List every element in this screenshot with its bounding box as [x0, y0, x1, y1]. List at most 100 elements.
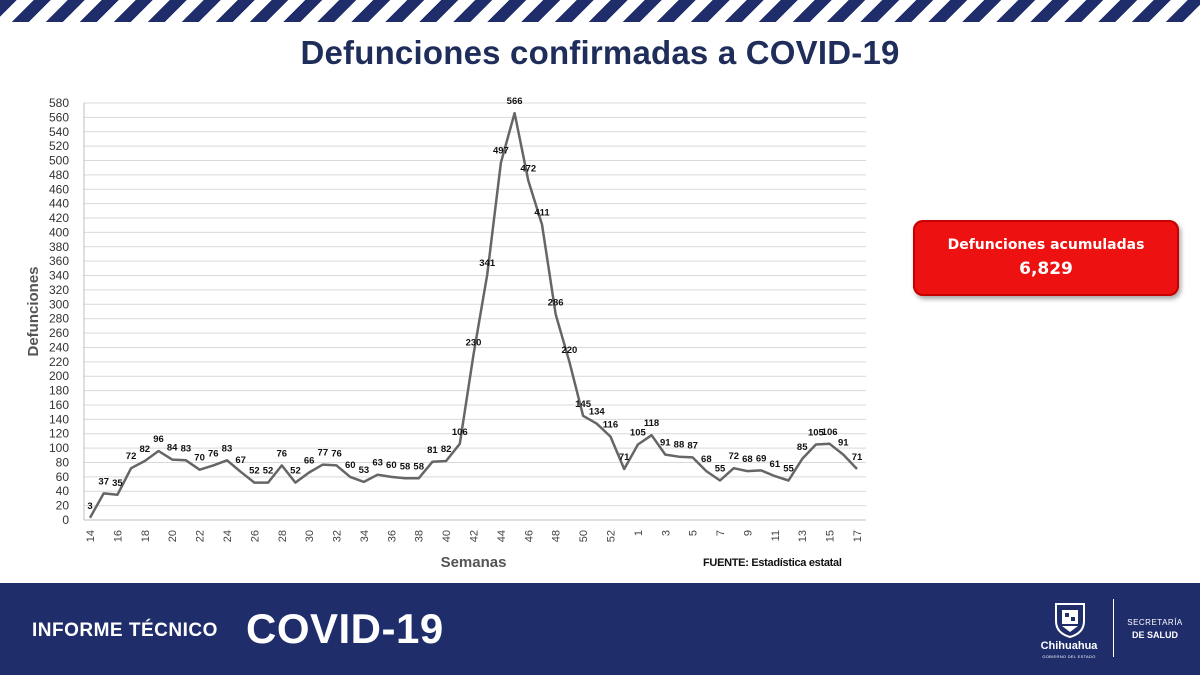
data-label: 341: [479, 258, 496, 269]
data-label: 96: [153, 434, 164, 445]
data-label: 63: [372, 458, 383, 469]
y-tick-label: 540: [49, 125, 69, 139]
y-tick-label: 460: [49, 182, 69, 196]
data-label: 118: [644, 418, 659, 429]
data-label: 60: [345, 460, 356, 471]
x-tick-label: 22: [195, 530, 207, 542]
deaths-line-chart: 0204060801001201401601802002202402602803…: [25, 96, 866, 571]
data-label: 91: [660, 438, 671, 449]
y-tick-label: 360: [49, 254, 69, 268]
data-label: 66: [304, 456, 315, 467]
y-tick-label: 0: [62, 513, 69, 527]
data-label: 106: [452, 427, 468, 438]
y-tick-label: 560: [49, 110, 69, 124]
data-label: 68: [701, 454, 712, 465]
y-tick-label: 340: [49, 269, 69, 283]
data-label: 52: [249, 466, 260, 477]
y-tick-label: 580: [49, 96, 69, 110]
cumulative-deaths-label: Defunciones acumuladas: [947, 237, 1145, 253]
y-tick-label: 20: [56, 499, 70, 513]
y-tick-label: 280: [49, 312, 69, 326]
data-label: 58: [400, 461, 411, 472]
health-ministry-logo: SECRETARÍA DE SALUD: [1124, 617, 1186, 641]
y-tick-label: 520: [49, 139, 69, 153]
data-label: 84: [167, 443, 178, 454]
data-label: 497: [493, 146, 509, 157]
data-label: 76: [276, 448, 287, 459]
state-name: Chihuahua: [1040, 640, 1098, 652]
y-tick-label: 60: [56, 470, 70, 484]
data-label: 116: [603, 420, 618, 431]
x-axis-title: Semanas: [441, 554, 507, 571]
data-label: 134: [589, 407, 606, 418]
data-label: 76: [331, 448, 342, 459]
x-tick-label: 7: [715, 530, 727, 536]
y-tick-label: 200: [49, 369, 69, 383]
x-tick-label: 46: [523, 530, 535, 542]
data-label: 67: [235, 455, 246, 466]
y-tick-label: 100: [49, 441, 69, 455]
y-tick-label: 80: [56, 455, 70, 469]
x-tick-label: 36: [386, 530, 398, 542]
data-label: 71: [852, 452, 863, 463]
data-label: 58: [413, 461, 424, 472]
data-label: 105: [630, 428, 647, 439]
data-label: 106: [822, 427, 838, 438]
page-title: Defunciones confirmadas a COVID-19: [300, 34, 900, 71]
x-tick-label: 28: [277, 530, 289, 542]
footer-divider: [1113, 599, 1114, 657]
y-tick-label: 260: [49, 326, 69, 340]
footer-report-topic: COVID-19: [246, 605, 444, 652]
x-tick-label: 16: [112, 530, 124, 542]
data-label: 472: [520, 164, 536, 175]
data-label: 230: [466, 338, 482, 349]
ministry-line-2: DE SALUD: [1131, 630, 1178, 640]
y-tick-label: 500: [49, 154, 69, 168]
y-tick-label: 480: [49, 168, 69, 182]
data-label: 60: [386, 460, 397, 471]
deaths-series-line: [88, 111, 858, 519]
y-tick-label: 160: [49, 398, 69, 412]
data-label: 83: [222, 443, 233, 454]
x-tick-label: 13: [797, 530, 809, 542]
x-tick-label: 30: [304, 530, 316, 542]
data-label: 61: [770, 459, 781, 470]
y-axis-title: Defunciones: [25, 266, 42, 356]
y-tick-label: 440: [49, 197, 69, 211]
footer-report-label: INFORME TÉCNICO: [32, 620, 218, 641]
x-tick-label: 3: [660, 530, 672, 536]
data-label: 88: [674, 440, 685, 451]
x-tick-label: 20: [167, 530, 179, 542]
y-tick-label: 300: [49, 297, 69, 311]
data-label: 87: [687, 440, 698, 451]
x-tick-label: 32: [332, 530, 344, 542]
data-label: 52: [290, 466, 301, 477]
x-tick-label: 5: [688, 530, 700, 536]
data-label: 411: [534, 208, 550, 219]
x-tick-label: 15: [825, 530, 837, 542]
data-label: 72: [728, 451, 739, 462]
x-tick-label: 14: [85, 530, 97, 542]
y-tick-label: 320: [49, 283, 69, 297]
data-label: 68: [742, 454, 753, 465]
x-tick-label: 40: [441, 530, 453, 542]
x-tick-label: 38: [414, 530, 426, 542]
x-tick-label: 52: [605, 530, 617, 542]
data-label: 85: [797, 442, 808, 453]
data-label: 566: [507, 96, 523, 107]
x-tick-label: 50: [578, 530, 590, 542]
x-tick-label: 42: [469, 530, 481, 542]
y-tick-label: 240: [49, 340, 69, 354]
ministry-line-1: SECRETARÍA: [1127, 618, 1183, 627]
source-note: FUENTE: Estadística estatal: [703, 557, 842, 569]
data-label: 71: [619, 452, 630, 463]
y-tick-label: 140: [49, 412, 69, 426]
x-tick-label: 18: [140, 530, 152, 542]
state-government-caption: GOBIERNO DEL ESTADO: [1042, 654, 1096, 659]
data-label: 37: [98, 476, 109, 487]
y-tick-label: 40: [56, 484, 70, 498]
x-tick-label: 11: [770, 530, 782, 541]
footer-banner: INFORME TÉCNICO COVID-19 Chihuahua GOBIE…: [0, 583, 1200, 675]
y-tick-label: 180: [49, 384, 69, 398]
data-label: 70: [194, 453, 205, 464]
